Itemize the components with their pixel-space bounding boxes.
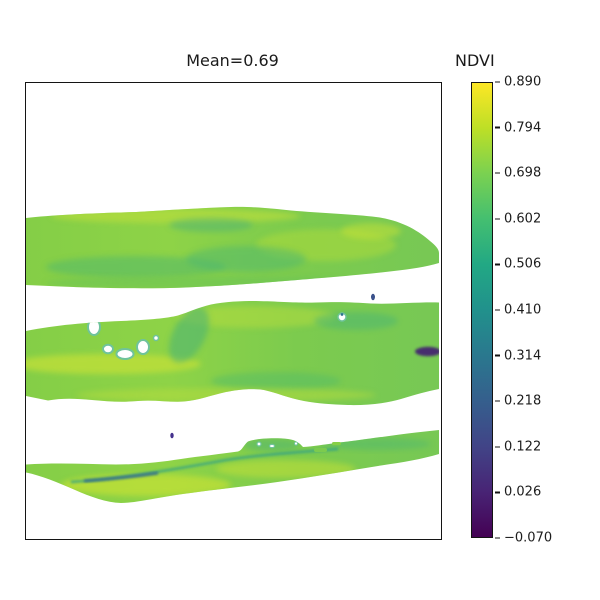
colorbar-tick: 0.218 xyxy=(495,394,541,409)
tick-mark xyxy=(495,172,500,174)
ndvi-map xyxy=(26,206,439,503)
damage-holes-bottom xyxy=(256,441,299,449)
colorbar-tick: 0.602 xyxy=(495,211,541,226)
tick-mark xyxy=(495,309,500,311)
tick-label: 0.698 xyxy=(504,165,542,181)
colorbar-ticks: 0.890 0.794 0.698 0.602 0.506 0.410 0.31… xyxy=(495,75,575,546)
colorbar-tick: 0.026 xyxy=(495,485,541,500)
tick-label: 0.218 xyxy=(504,393,542,409)
tick-mark xyxy=(495,491,500,494)
tick-mark xyxy=(495,400,500,402)
colorbar-tick: 0.890 xyxy=(495,75,541,90)
colorbar-tick: 0.794 xyxy=(495,120,541,135)
colorbar xyxy=(471,82,493,538)
tick-mark xyxy=(495,126,500,129)
colorbar-tick: 0.122 xyxy=(495,439,541,454)
leaf-top xyxy=(26,206,439,289)
plot-area xyxy=(25,82,442,540)
debris-dot-middle xyxy=(371,293,375,301)
colorbar-tick: −0.070 xyxy=(495,531,552,546)
colorbar-tick: 0.314 xyxy=(495,348,541,363)
tick-label: −0.070 xyxy=(504,530,553,546)
tick-label: 0.122 xyxy=(504,439,542,455)
tick-label: 0.410 xyxy=(504,302,542,318)
tick-label: 0.506 xyxy=(504,256,542,272)
tick-label: 0.026 xyxy=(504,484,542,500)
colorbar-tick: 0.506 xyxy=(495,257,541,272)
debris-dot-bottom xyxy=(170,432,174,439)
tick-mark xyxy=(495,446,500,448)
tick-label: 0.890 xyxy=(504,74,542,90)
tick-mark xyxy=(495,263,500,266)
plot-title: Mean=0.69 xyxy=(186,51,279,70)
colorbar-tick: 0.410 xyxy=(495,303,541,318)
colorbar-tick: 0.698 xyxy=(495,166,541,181)
tick-mark xyxy=(495,218,500,220)
damage-holes xyxy=(87,312,347,360)
tick-label: 0.314 xyxy=(504,348,542,364)
leaf-middle xyxy=(26,301,439,406)
tick-label: 0.602 xyxy=(504,211,542,227)
tick-mark xyxy=(495,354,500,357)
tick-mark xyxy=(495,81,500,83)
tick-mark xyxy=(495,537,500,539)
tick-label: 0.794 xyxy=(504,120,542,136)
colorbar-label: NDVI xyxy=(455,51,495,70)
leaf-bottom xyxy=(26,430,439,503)
debris xyxy=(170,293,375,452)
